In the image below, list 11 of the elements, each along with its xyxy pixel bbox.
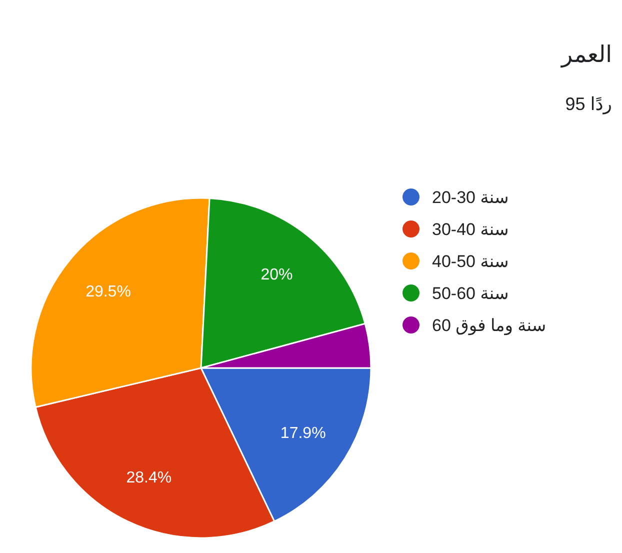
data-label: 29.5% [86, 283, 131, 300]
legend-label: 20-30 سنة [432, 188, 509, 207]
data-label: 28.4% [126, 469, 172, 486]
legend-label: 40-50 سنة [432, 252, 509, 271]
legend-label: 50-60 سنة [432, 284, 509, 303]
text: 95 ردًا [565, 94, 612, 115]
data-label: 20% [260, 266, 293, 284]
legend-label: 60 سنة وما فوق [432, 316, 546, 336]
legend-label: 30-40 سنة [432, 220, 509, 239]
chart-title: العمر [560, 41, 612, 68]
data-label: 17.9% [280, 424, 326, 442]
